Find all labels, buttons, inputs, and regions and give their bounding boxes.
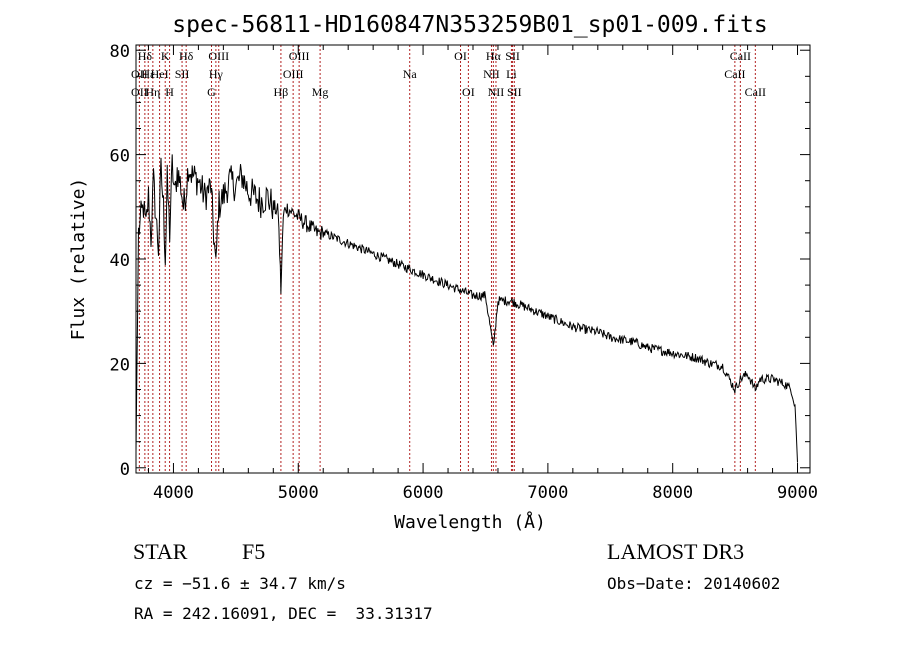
redshift-text: cz = −51.6 ± 34.7 km/s xyxy=(134,574,346,593)
x-tick-label: 9000 xyxy=(777,483,818,503)
x-tick-label: 8000 xyxy=(652,483,693,503)
obs-date: Obs−Date: 20140602 xyxy=(607,574,781,593)
y-tick-label: 0 xyxy=(120,460,130,480)
x-axis-label: Wavelength (Å) xyxy=(394,511,546,533)
line-label: CaII xyxy=(724,67,745,81)
line-label: K xyxy=(161,49,170,63)
line-label: G xyxy=(207,85,216,99)
line-label: NII xyxy=(483,67,500,81)
emission-line-markers xyxy=(138,45,756,473)
axes: 4000 5000 6000 7000 8000 9000 0 20 40 60 80 xyxy=(110,42,818,503)
line-label: Mg xyxy=(312,85,329,99)
line-label: OIII xyxy=(208,49,229,63)
line-label: Hε xyxy=(141,67,155,81)
line-label: SII xyxy=(175,67,190,81)
flux-line xyxy=(135,154,798,463)
line-label: OI xyxy=(462,85,475,99)
x-tick-label: 5000 xyxy=(278,483,319,503)
line-label: OII xyxy=(131,67,148,81)
line-label: HeI xyxy=(151,67,169,81)
coordinates-text: RA = 242.16091, DEC = 33.31317 xyxy=(134,604,433,623)
line-label: H xyxy=(165,85,174,99)
line-label: CaII xyxy=(730,49,751,63)
survey-name: LAMOST DR3 xyxy=(607,539,745,564)
spectrum-series xyxy=(135,154,798,463)
line-label: Hδ xyxy=(138,49,153,63)
y-tick-label: 60 xyxy=(110,147,130,167)
line-label: SII xyxy=(507,85,522,99)
object-subclass: F5 xyxy=(242,539,266,564)
line-label: OI xyxy=(454,49,467,63)
line-label: Li xyxy=(506,67,517,81)
line-label: Na xyxy=(403,67,418,81)
line-label: SII xyxy=(505,49,520,63)
line-label: Hβ xyxy=(274,85,289,99)
line-label: Hγ xyxy=(209,67,224,81)
x-tick-label: 7000 xyxy=(527,483,568,503)
x-tick-label: 6000 xyxy=(403,483,444,503)
chart-title: spec-56811-HD160847N353259B01_sp01-009.f… xyxy=(172,12,767,38)
line-label: Hη xyxy=(145,85,160,99)
y-tick-label: 40 xyxy=(110,251,130,271)
y-tick-label: 20 xyxy=(110,355,130,375)
line-label: Hα xyxy=(486,49,502,63)
line-label: CaII xyxy=(745,85,766,99)
plot-frame xyxy=(135,44,811,474)
y-tick-label: 80 xyxy=(110,42,130,62)
x-tick-label: 4000 xyxy=(153,483,194,503)
y-axis-label: Flux (relative) xyxy=(68,178,89,341)
object-class: STAR xyxy=(133,539,188,564)
line-label: OIII xyxy=(283,67,304,81)
line-label: OII xyxy=(131,85,148,99)
line-label: OIII xyxy=(289,49,310,63)
line-label: NII xyxy=(488,85,505,99)
line-label: Hδ xyxy=(179,49,194,63)
